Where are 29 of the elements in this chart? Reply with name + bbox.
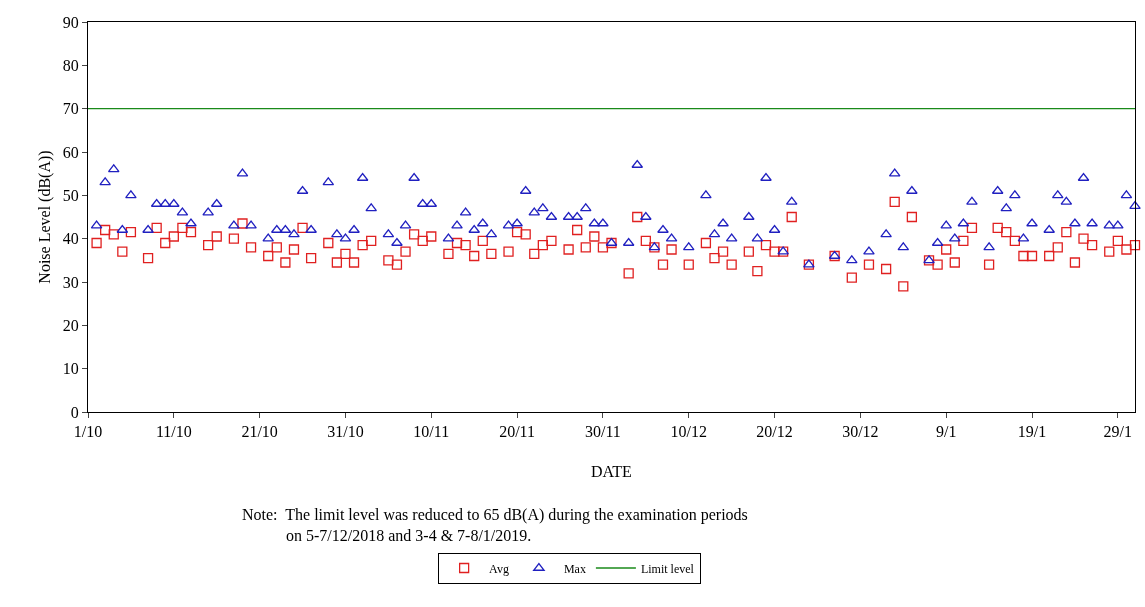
- x-tick-label: 9/1: [935, 423, 957, 441]
- y-tick-label: 70: [62, 100, 79, 118]
- y-tick-label: 80: [62, 56, 79, 74]
- legend-label: Max: [563, 561, 586, 576]
- x-tick-label: 10/11: [413, 423, 450, 441]
- y-tick-label: 60: [62, 143, 79, 161]
- x-tick-label: 19/1: [1017, 423, 1047, 441]
- y-tick-label: 50: [62, 186, 79, 204]
- x-tick-label: 31/10: [327, 423, 364, 441]
- y-tick-label: 0: [70, 403, 79, 421]
- x-tick-label: 21/10: [241, 423, 278, 441]
- x-tick-label: 11/10: [155, 423, 192, 441]
- x-tick-label: 30/11: [584, 423, 621, 441]
- legend-label: Avg: [489, 561, 509, 576]
- y-tick-label: 30: [62, 273, 79, 291]
- x-tick-label: 20/11: [499, 423, 536, 441]
- text: Note: The limit level was reduced to 65 dB(A) during the examination periods on 5-7/12/2018 and 3-4 & 7-8/1/2019.: [242, 506, 748, 544]
- x-tick-label: 29/1: [1103, 423, 1133, 441]
- legend-label: Limit level: [640, 561, 695, 576]
- y-tick-label: 40: [62, 230, 79, 248]
- y-tick-label: 20: [62, 316, 79, 334]
- x-tick-label: 10/12: [670, 423, 707, 441]
- x-tick-label: 20/12: [756, 423, 793, 441]
- y-tick-label: 90: [62, 13, 79, 31]
- x-tick-label: 30/12: [842, 423, 879, 441]
- y-axis-title: Noise Level (dB(A)): [35, 150, 54, 284]
- x-tick-label: 1/10: [73, 423, 103, 441]
- y-tick-label: 10: [62, 360, 79, 378]
- x-axis-title: DATE: [591, 463, 632, 480]
